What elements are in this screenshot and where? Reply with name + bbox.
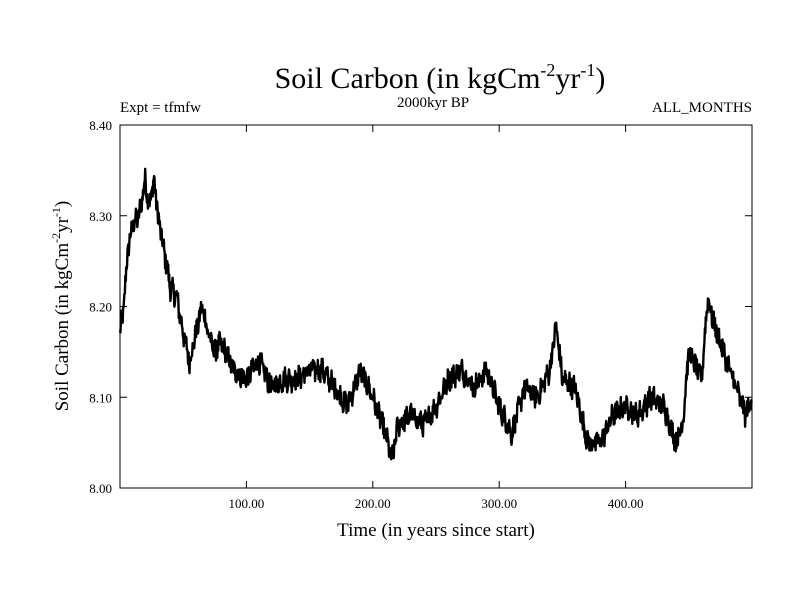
subtitle-left: Expt = tfmfw (120, 100, 201, 116)
subtitle-center: 2000kyr BP (397, 95, 469, 111)
y-axis: 8.00 8.10 8.20 8.30 8.40 (89, 118, 752, 496)
x-axis: 100.00 200.00 300.00 400.00 (229, 125, 644, 511)
x-axis-label: Time (in years since start) (337, 520, 535, 541)
series-line (118, 167, 753, 461)
y-axis-label: Soil Carbon (in kgCm-2yr-1) (49, 201, 73, 412)
subtitle-right: ALL_MONTHS (652, 100, 752, 116)
chart-title: Soil Carbon (in kgCm-2yr-1) (275, 60, 606, 95)
y-tick-label: 8.00 (89, 481, 112, 496)
plot-frame (119, 124, 753, 489)
y-tick-label: 8.10 (89, 390, 112, 405)
y-tick-label: 8.20 (89, 300, 112, 315)
y-tick-label: 8.40 (89, 118, 112, 133)
x-tick-label: 400.00 (608, 496, 644, 511)
x-tick-label: 300.00 (481, 496, 517, 511)
x-tick-label: 200.00 (355, 496, 391, 511)
x-tick-label: 100.00 (229, 496, 265, 511)
y-tick-label: 8.30 (89, 209, 112, 224)
